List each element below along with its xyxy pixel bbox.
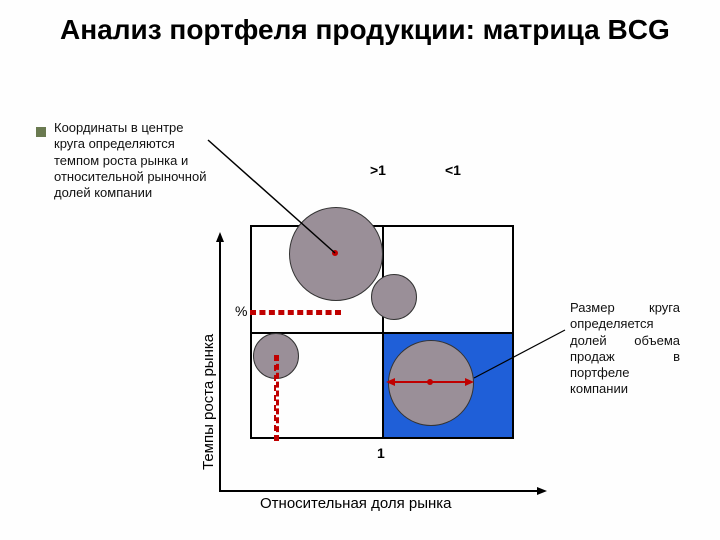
diameter-line xyxy=(393,381,467,383)
desc-size: Размер круга определяется долей объема п… xyxy=(570,300,680,398)
y-tick-percent: % xyxy=(235,303,247,319)
x-tick-one: 1 xyxy=(377,445,385,461)
bubble-2 xyxy=(371,274,417,320)
diameter-arrow-right xyxy=(465,378,474,386)
x-axis-arrow xyxy=(537,487,547,495)
y-axis-title: Темпы роста рынка xyxy=(200,334,217,470)
bullet-icon xyxy=(36,127,46,137)
page-title: Анализ портфеля продукции: матрица BCG xyxy=(60,14,670,46)
header-lt1: <1 xyxy=(445,162,461,178)
header-gt1: >1 xyxy=(370,162,386,178)
desc-coordinates: Координаты в центре круга определяются т… xyxy=(54,120,214,201)
dashed-h xyxy=(250,310,341,315)
center-dot-1 xyxy=(332,250,338,256)
diameter-arrow-left xyxy=(386,378,395,386)
y-axis-arrow xyxy=(216,232,224,242)
x-axis-title: Относительная доля рынка xyxy=(260,495,452,512)
dashed-v xyxy=(274,355,279,441)
y-axis-line xyxy=(219,240,221,490)
x-axis-line xyxy=(219,490,539,492)
